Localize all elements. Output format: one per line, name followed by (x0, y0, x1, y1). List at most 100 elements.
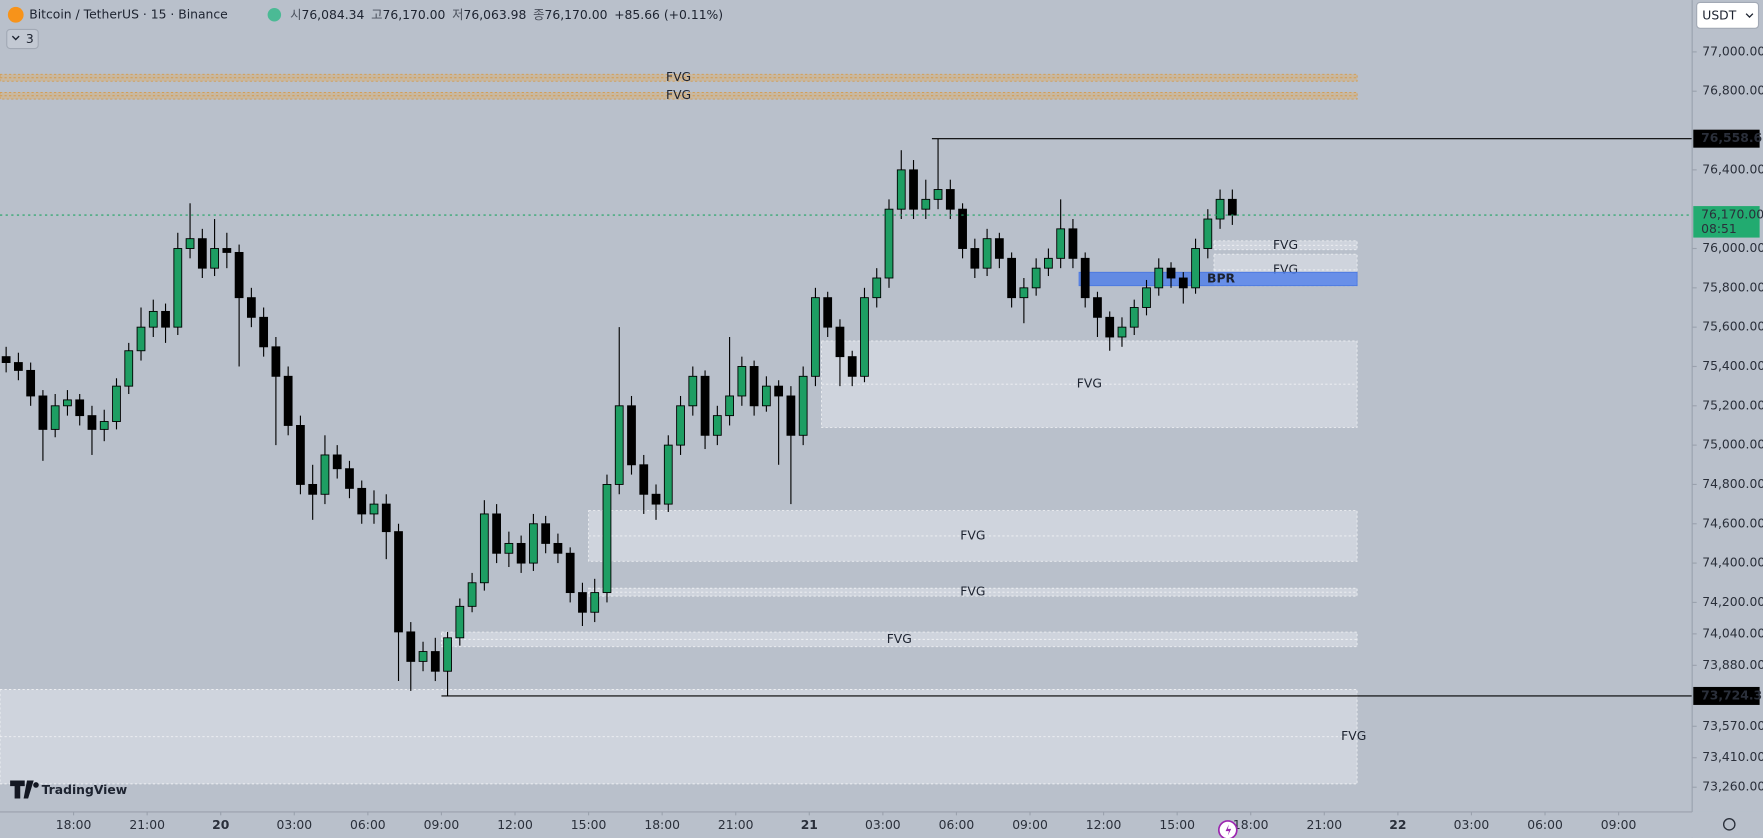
candle-body (259, 316, 269, 348)
time-tick-label: 21 (801, 818, 818, 832)
price-tick-label: 75,400.00 (1702, 359, 1763, 373)
candle-body (688, 375, 698, 407)
chevron (1745, 13, 1754, 18)
candle-body (1166, 267, 1176, 279)
candle-body (1068, 228, 1078, 259)
candle-body (725, 395, 734, 417)
candle-body (1129, 307, 1139, 328)
indicators-toggle[interactable] (6, 28, 39, 50)
time-tick-label: 03:00 (276, 818, 312, 832)
currency-label: USDT (1702, 8, 1736, 22)
price-tick-label: 76,400.00 (1702, 162, 1763, 176)
candle-body (455, 605, 465, 639)
candle-body (197, 238, 207, 269)
candle-body (479, 513, 489, 584)
level-tag (1693, 129, 1760, 148)
price-axis-bg (1692, 0, 1763, 838)
candle-body (296, 425, 305, 485)
candle-body (639, 464, 649, 495)
candle-body (712, 415, 722, 436)
candle-body (700, 375, 710, 436)
candle-body (406, 631, 416, 662)
candle-body (516, 542, 526, 564)
candle-body (761, 385, 771, 407)
price-change: +85.66 (+0.11%) (614, 7, 723, 21)
candle-body (443, 637, 452, 672)
current-price-tag (1693, 206, 1760, 238)
indicators-count: 3 (26, 32, 34, 46)
candle-body (234, 251, 244, 299)
price-tick-label: 74,800.00 (1702, 477, 1763, 491)
candle-body (921, 198, 931, 210)
candle-body (823, 297, 833, 328)
candle-body (26, 369, 36, 397)
time-tick-label: 18:00 (644, 818, 680, 832)
candle-body (136, 326, 146, 352)
zone (0, 91, 1358, 100)
bolt (1225, 824, 1232, 836)
ohlc-values: 시76,084.34 고76,170.00 저76,063.98 종76,170.00… (290, 7, 723, 21)
ohlc-label: 저 (452, 7, 463, 21)
candle-body (1007, 257, 1017, 299)
price-tick-label: 76,000.00 (1702, 241, 1763, 255)
ohlc-label: 고 (371, 7, 382, 21)
time-tick-label: 21:00 (129, 818, 165, 832)
axes: 77,000.00 76,800.00 76,400.00 76,000.00 75,8… (56, 44, 1763, 832)
time-tick-label: 15:00 (1159, 818, 1195, 832)
current-price-label: 76,170.00 (1701, 208, 1763, 222)
time-tick-label: 15:00 (571, 818, 607, 832)
zone-label: FVG (666, 70, 691, 84)
price-tick-label: 75,000.00 (1702, 438, 1763, 452)
candle-body (553, 542, 563, 554)
candle-body (1031, 267, 1041, 289)
zone-label: FVG (960, 528, 985, 542)
time-tick-label: 06:00 (939, 818, 975, 832)
level-tag-label: 76,558.62 (1701, 131, 1763, 145)
ohlc-value: 76,084.34 (301, 7, 364, 21)
zone (0, 73, 1358, 82)
candle-body (982, 238, 992, 269)
time-tick-label: 18:00 (1233, 818, 1269, 832)
zone-label: FVG (960, 585, 985, 599)
candle-body (541, 523, 551, 544)
price-tick-label: 77,000.00 (1702, 44, 1763, 58)
candle-body (663, 444, 673, 505)
candle-body (320, 454, 330, 495)
candle-body (430, 651, 440, 672)
zone-label: BPR (1207, 271, 1235, 285)
candle-body (345, 468, 354, 489)
candle-body (1117, 326, 1127, 338)
candle-body (222, 248, 232, 253)
level-tag-label: 73,724.31 (1701, 688, 1763, 702)
settings-icon[interactable] (1722, 818, 1736, 831)
candle-body (798, 375, 808, 436)
time-tick-label: 12:00 (497, 818, 533, 832)
candle-body (148, 310, 158, 328)
candle-body (357, 487, 367, 515)
candle-body (1142, 287, 1151, 308)
logo-dot (33, 782, 39, 788)
price-tick-label: 73,570.00 (1702, 719, 1763, 733)
time-tick-label: 12:00 (1086, 818, 1122, 832)
candle-body (394, 531, 403, 633)
candle-body (872, 277, 882, 299)
candle-body (63, 399, 72, 407)
time-tick-label: 09:00 (424, 818, 460, 832)
currency-button[interactable] (1696, 1, 1760, 29)
candle-body (529, 523, 538, 564)
chevron (11, 35, 20, 41)
time-tick-label: 03:00 (865, 818, 901, 832)
candle-body (504, 542, 514, 554)
candle-body (1044, 257, 1053, 269)
market-status (267, 8, 282, 22)
ohlc-value: 76,170.00 (382, 7, 445, 21)
ohlc-value: 76,063.98 (464, 7, 527, 21)
candle-body (50, 405, 60, 430)
candle-body (1105, 316, 1115, 338)
price-tick-label: 74,600.00 (1702, 516, 1763, 530)
candle-body (651, 493, 661, 505)
time-tick-label: 21:00 (1306, 818, 1342, 832)
candle-body (173, 248, 183, 328)
candle-body (835, 326, 845, 358)
price-tick-label: 73,410.00 (1702, 750, 1763, 764)
